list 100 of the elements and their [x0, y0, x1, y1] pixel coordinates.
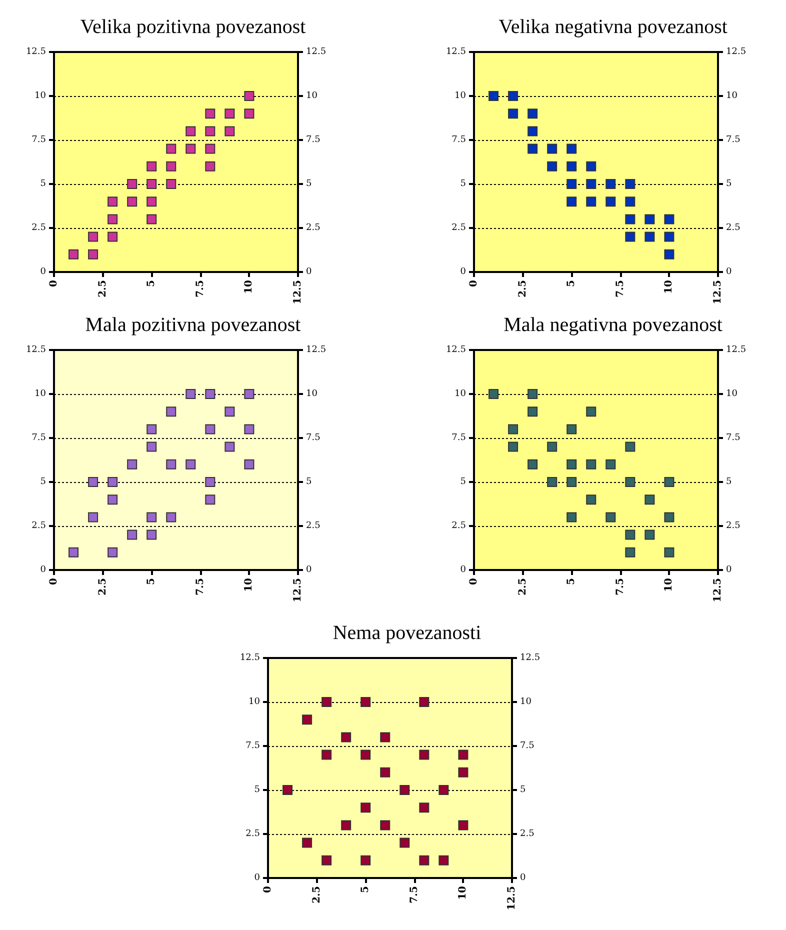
point [108, 547, 118, 558]
point [508, 442, 518, 452]
x-tick-label: 0 [468, 578, 480, 585]
point [528, 459, 538, 470]
y-tick-label: 0 [460, 267, 466, 277]
point [566, 144, 577, 154]
y2-tick-label: 0 [726, 267, 732, 277]
chart-title: Mala pozitivna povezanost [85, 314, 302, 336]
y2-tick-label: 10 [726, 91, 738, 101]
point [244, 91, 254, 101]
point [664, 512, 674, 522]
point [419, 802, 430, 813]
point [625, 179, 636, 189]
point [664, 214, 674, 224]
y-tick-label: 0 [460, 565, 466, 575]
point [566, 512, 577, 522]
point [224, 108, 235, 119]
point [341, 732, 352, 742]
x-tick-label: 7.5 [408, 886, 420, 904]
x-tick-label: 5 [360, 886, 372, 893]
x-tick-label: 5 [146, 280, 158, 287]
y2-tick-label: 2.5 [306, 223, 321, 233]
point [186, 459, 196, 470]
point [625, 442, 636, 452]
point [586, 196, 596, 207]
x-tick-label: 10 [664, 280, 675, 294]
x-tick-label: 0 [262, 886, 274, 893]
y-tick-label: 10 [248, 697, 260, 707]
y-tick-label: 7.5 [246, 741, 260, 751]
y-tick-label: 12.5 [446, 47, 466, 57]
x-tick-label: 7.5 [194, 280, 206, 298]
point [458, 750, 468, 760]
x-tick-label: 12.5 [712, 280, 724, 304]
x-tick-label: 0 [468, 280, 480, 287]
point [205, 494, 216, 505]
point [166, 144, 176, 154]
point [108, 232, 118, 242]
point [360, 802, 371, 813]
point [341, 820, 352, 830]
point [419, 855, 430, 866]
x-tick-label: 7.5 [614, 280, 626, 298]
x-tick-label: 5 [146, 578, 158, 585]
x-tick-label: 0 [48, 578, 60, 585]
point [625, 530, 636, 540]
point [166, 406, 176, 417]
y2-tick-label: 0 [306, 267, 312, 277]
x-tick-label: 12.5 [506, 886, 518, 910]
y-tick-label: 0 [40, 565, 46, 575]
point [146, 214, 157, 224]
point [644, 530, 655, 540]
y2-tick-label: 10 [520, 697, 532, 707]
point [224, 126, 235, 136]
chart-title: Velika pozitivna povezanost [80, 16, 306, 38]
point [547, 442, 558, 452]
point [205, 477, 216, 487]
point [146, 442, 157, 452]
x-tick-label: 5 [566, 280, 578, 287]
point [625, 214, 636, 224]
point [625, 232, 636, 242]
point [458, 767, 468, 778]
point [606, 196, 616, 207]
point [419, 750, 430, 760]
point [186, 144, 196, 154]
point [664, 477, 674, 487]
y2-tick-label: 12.5 [306, 345, 326, 355]
x-tick-label: 7.5 [614, 578, 626, 596]
point [625, 477, 636, 487]
point [488, 91, 499, 101]
point [566, 179, 577, 189]
y2-tick-label: 10 [726, 389, 738, 399]
point [547, 161, 558, 172]
point [644, 214, 655, 224]
point [586, 406, 596, 417]
point [244, 389, 254, 399]
point [166, 179, 176, 189]
y2-tick-label: 0 [306, 565, 312, 575]
x-tick-label: 2.5 [311, 886, 322, 904]
point [146, 179, 157, 189]
x-tick-label: 12.5 [292, 578, 304, 602]
point [322, 855, 332, 866]
point [68, 547, 79, 558]
point [586, 494, 596, 505]
point [127, 459, 138, 470]
point [586, 161, 596, 172]
y2-tick-label: 0 [520, 873, 526, 883]
point [88, 232, 98, 242]
y2-tick-label: 5 [520, 785, 526, 795]
chart-title: Nema povezanosti [332, 622, 482, 644]
point [322, 697, 332, 707]
point [108, 494, 118, 505]
y2-tick-label: 2.5 [306, 521, 321, 531]
y2-tick-label: 12.5 [726, 345, 746, 355]
y-tick-label: 12.5 [446, 345, 466, 355]
y-tick-label: 5 [460, 179, 466, 189]
chart-title: Mala negativna povezanost [504, 314, 723, 336]
point [488, 389, 499, 399]
x-tick-label: 2.5 [517, 280, 528, 298]
y2-tick-label: 12.5 [306, 47, 326, 57]
y-tick-label: 10 [454, 91, 466, 101]
x-tick-label: 10 [664, 578, 675, 592]
